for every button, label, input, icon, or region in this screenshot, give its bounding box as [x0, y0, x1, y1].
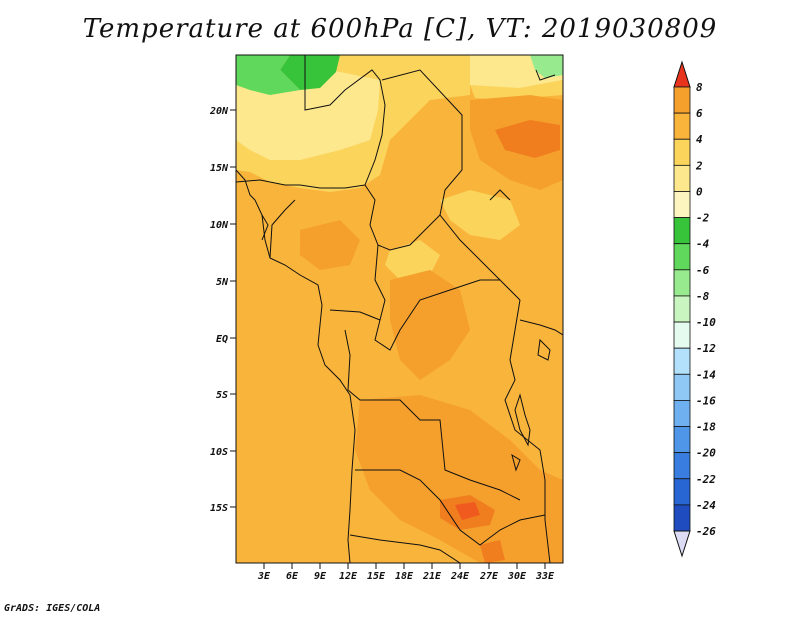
- field-green-ne: [530, 55, 563, 78]
- lon-label: 3E: [257, 571, 271, 582]
- colorbar-segment: [673, 373, 691, 401]
- field-hot-ne: [495, 120, 560, 158]
- field-lightgreen-nw: [236, 55, 300, 95]
- map-frame: [235, 54, 564, 564]
- lon-label: 15E: [367, 571, 386, 582]
- colorbar-segment: [673, 269, 691, 297]
- colorbar-label: -4: [696, 238, 710, 251]
- lon-label: 27E: [479, 571, 499, 582]
- latitude-axis: 20N 15N 10N 5N EQ 5S 10S 15S: [209, 106, 236, 514]
- colorbar-label: -2: [696, 212, 710, 225]
- colorbar-label: -22: [696, 473, 716, 486]
- lon-label: 30E: [507, 571, 527, 582]
- colorbar-label: -24: [696, 499, 716, 512]
- colorbar-segment: [673, 138, 691, 166]
- border-4: [364, 184, 441, 251]
- colorbar-label: 4: [696, 133, 703, 146]
- colorbar-label: -20: [696, 447, 716, 460]
- colorbar-segment: [673, 504, 691, 532]
- border-13: [269, 199, 296, 259]
- colorbar-top-arrow: [673, 60, 691, 88]
- lat-label: 5S: [216, 390, 228, 401]
- colorbar: 8 6 4 2 0 -2 -4 -6 -8 -10 -12 -14 -16 -18 -20 -22 -24 -26: [673, 60, 716, 558]
- coastline-west: [236, 169, 356, 563]
- lat-label: 20N: [209, 106, 229, 117]
- lon-label: 12E: [339, 571, 358, 582]
- lake-1: [514, 393, 531, 447]
- lat-label: 15N: [210, 163, 229, 174]
- colorbar-segment: [673, 164, 691, 192]
- field-hot-south-3: [455, 502, 480, 520]
- colorbar-segment: [673, 347, 691, 375]
- lon-label: 33E: [535, 571, 555, 582]
- chart-title: Temperature at 600hPa [C], VT: 201903080…: [82, 14, 718, 44]
- field-cool-strip: [440, 190, 520, 240]
- lon-label: 6E: [286, 571, 299, 582]
- field-warm-south: [355, 395, 563, 563]
- field-green-nw: [280, 55, 340, 90]
- border-1: [304, 55, 386, 186]
- temperature-field: [236, 55, 563, 563]
- colorbar-segment: [673, 400, 691, 427]
- colorbar-bottom-arrow: [673, 530, 691, 558]
- colorbar-label: 0: [696, 185, 703, 198]
- colorbar-label: -26: [696, 525, 716, 538]
- colorbar-label: -16: [696, 394, 716, 407]
- colorbar-label: -18: [696, 421, 716, 434]
- colorbar-segment: [673, 321, 691, 349]
- lat-label: 15S: [210, 503, 228, 514]
- border-7: [344, 329, 521, 501]
- border-2: [381, 69, 501, 281]
- grads-credit: GrADS: IGES/COLA: [4, 603, 101, 614]
- lat-label: 5N: [216, 277, 229, 288]
- lat-label: 10S: [210, 447, 228, 458]
- field-warm-west: [300, 220, 360, 270]
- lat-label: 10N: [210, 220, 229, 231]
- colorbar-label: 2: [695, 159, 703, 172]
- field-cool-strip-2: [385, 240, 440, 280]
- border-6: [329, 309, 381, 321]
- field-hot-south-2: [480, 540, 505, 563]
- colorbar-label: 8: [696, 81, 703, 94]
- border-9: [349, 534, 461, 563]
- colorbar-label: -10: [696, 316, 716, 329]
- lake-2: [537, 338, 551, 361]
- colorbar-segment: [673, 217, 691, 245]
- country-borders: [236, 55, 563, 563]
- lon-label: 9E: [314, 571, 327, 582]
- lon-label: 24E: [450, 571, 470, 582]
- colorbar-segment: [673, 295, 691, 323]
- lake-3: [511, 453, 521, 472]
- colorbar-segment: [673, 452, 691, 480]
- border-11: [519, 319, 563, 336]
- longitude-axis: 3E 6E 9E 12E 15E 18E 21E 24E 27E 30E 33E: [257, 563, 555, 582]
- border-10: [504, 299, 551, 563]
- border-3: [236, 179, 366, 189]
- colorbar-segment: [673, 243, 691, 271]
- colorbar-segment: [673, 426, 691, 454]
- lon-label: 18E: [395, 571, 414, 582]
- colorbar-label: -6: [696, 264, 710, 277]
- colorbar-label: -14: [696, 368, 716, 381]
- colorbar-segment: [673, 86, 691, 114]
- lat-label: EQ: [216, 334, 228, 345]
- colorbar-segment: [673, 112, 691, 140]
- field-cool-ne-2: [470, 80, 563, 100]
- lon-label: 21E: [422, 571, 442, 582]
- colorbar-segment: [673, 191, 691, 218]
- field-warm-center: [390, 270, 470, 380]
- border-8: [355, 469, 546, 546]
- border-14: [489, 189, 511, 201]
- border-15: [535, 69, 556, 81]
- colorbar-label: -8: [696, 290, 710, 303]
- border-5: [374, 244, 521, 351]
- colorbar-label: -12: [696, 342, 716, 355]
- colorbar-label: 6: [696, 107, 703, 120]
- colorbar-segment: [673, 478, 691, 506]
- border-12: [261, 214, 269, 241]
